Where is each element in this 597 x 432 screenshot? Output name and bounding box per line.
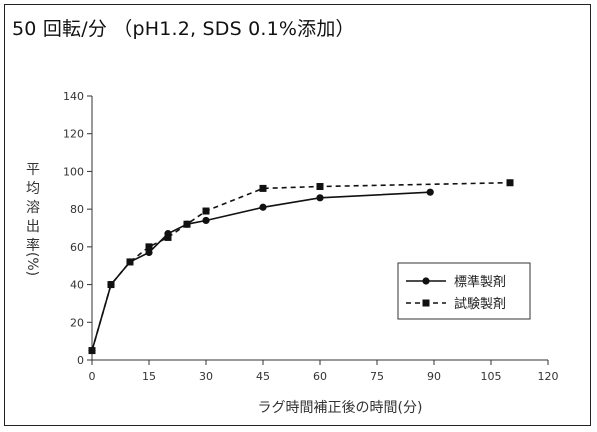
legend-marker <box>422 277 430 285</box>
y-tick-label: 40 <box>70 279 84 292</box>
x-tick-label: 45 <box>256 370 270 383</box>
y-tick-label: 100 <box>63 165 84 178</box>
data-point <box>202 207 210 215</box>
y-tick-label: 60 <box>70 241 84 254</box>
x-tick-label: 120 <box>538 370 559 383</box>
x-tick-label: 30 <box>199 370 213 383</box>
legend-marker <box>422 299 430 307</box>
y-label-char: 平 <box>26 162 40 178</box>
x-tick-label: 90 <box>427 370 441 383</box>
x-tick-label: 0 <box>89 370 96 383</box>
x-ticks: 0 15 30 45 60 75 90 105 120 <box>89 360 559 383</box>
series-2 <box>88 179 514 355</box>
data-point <box>259 203 267 211</box>
y-label-char: 溶 <box>26 200 40 216</box>
data-point <box>259 184 267 192</box>
axes <box>91 96 548 361</box>
y-label-char: (%) <box>24 252 40 276</box>
y-tick-label: 0 <box>77 354 84 367</box>
data-point <box>164 233 172 241</box>
y-label-char: 率 <box>26 237 40 254</box>
y-tick-label: 120 <box>63 128 84 141</box>
data-point <box>183 220 191 228</box>
chart-title: 50 回転/分 （pH1.2, SDS 0.1%添加） <box>12 18 355 40</box>
data-point <box>506 179 514 187</box>
x-tick-label: 75 <box>370 370 384 383</box>
legend-label: 標準製剤 <box>454 274 506 290</box>
data-point <box>145 248 153 257</box>
y-label-char: 出 <box>26 219 40 235</box>
y-ticks: 0 20 40 60 80 100 120 140 <box>63 90 92 367</box>
x-tick-label: 105 <box>481 370 502 383</box>
legend-label: 試験製剤 <box>454 296 506 312</box>
data-point <box>316 183 324 191</box>
x-tick-label: 15 <box>142 370 156 383</box>
chart-frame <box>4 4 591 426</box>
series-line <box>91 181 511 351</box>
data-point <box>145 243 153 251</box>
data-point <box>202 216 210 225</box>
data-point <box>316 194 324 202</box>
series-layer <box>88 179 514 355</box>
series-line <box>91 191 431 351</box>
data-point <box>107 281 115 289</box>
y-tick-label: 140 <box>63 90 84 103</box>
x-axis-label: ラグ時間補正後の時間(分) <box>258 400 423 416</box>
series-1 <box>88 188 434 355</box>
data-point <box>88 347 96 355</box>
data-point <box>426 188 434 196</box>
y-label-char: 均 <box>26 181 40 197</box>
legend-box <box>397 262 531 320</box>
data-point <box>126 258 134 266</box>
y-tick-label: 20 <box>70 316 84 329</box>
y-tick-label: 80 <box>70 203 84 216</box>
x-tick-label: 60 <box>313 370 327 383</box>
